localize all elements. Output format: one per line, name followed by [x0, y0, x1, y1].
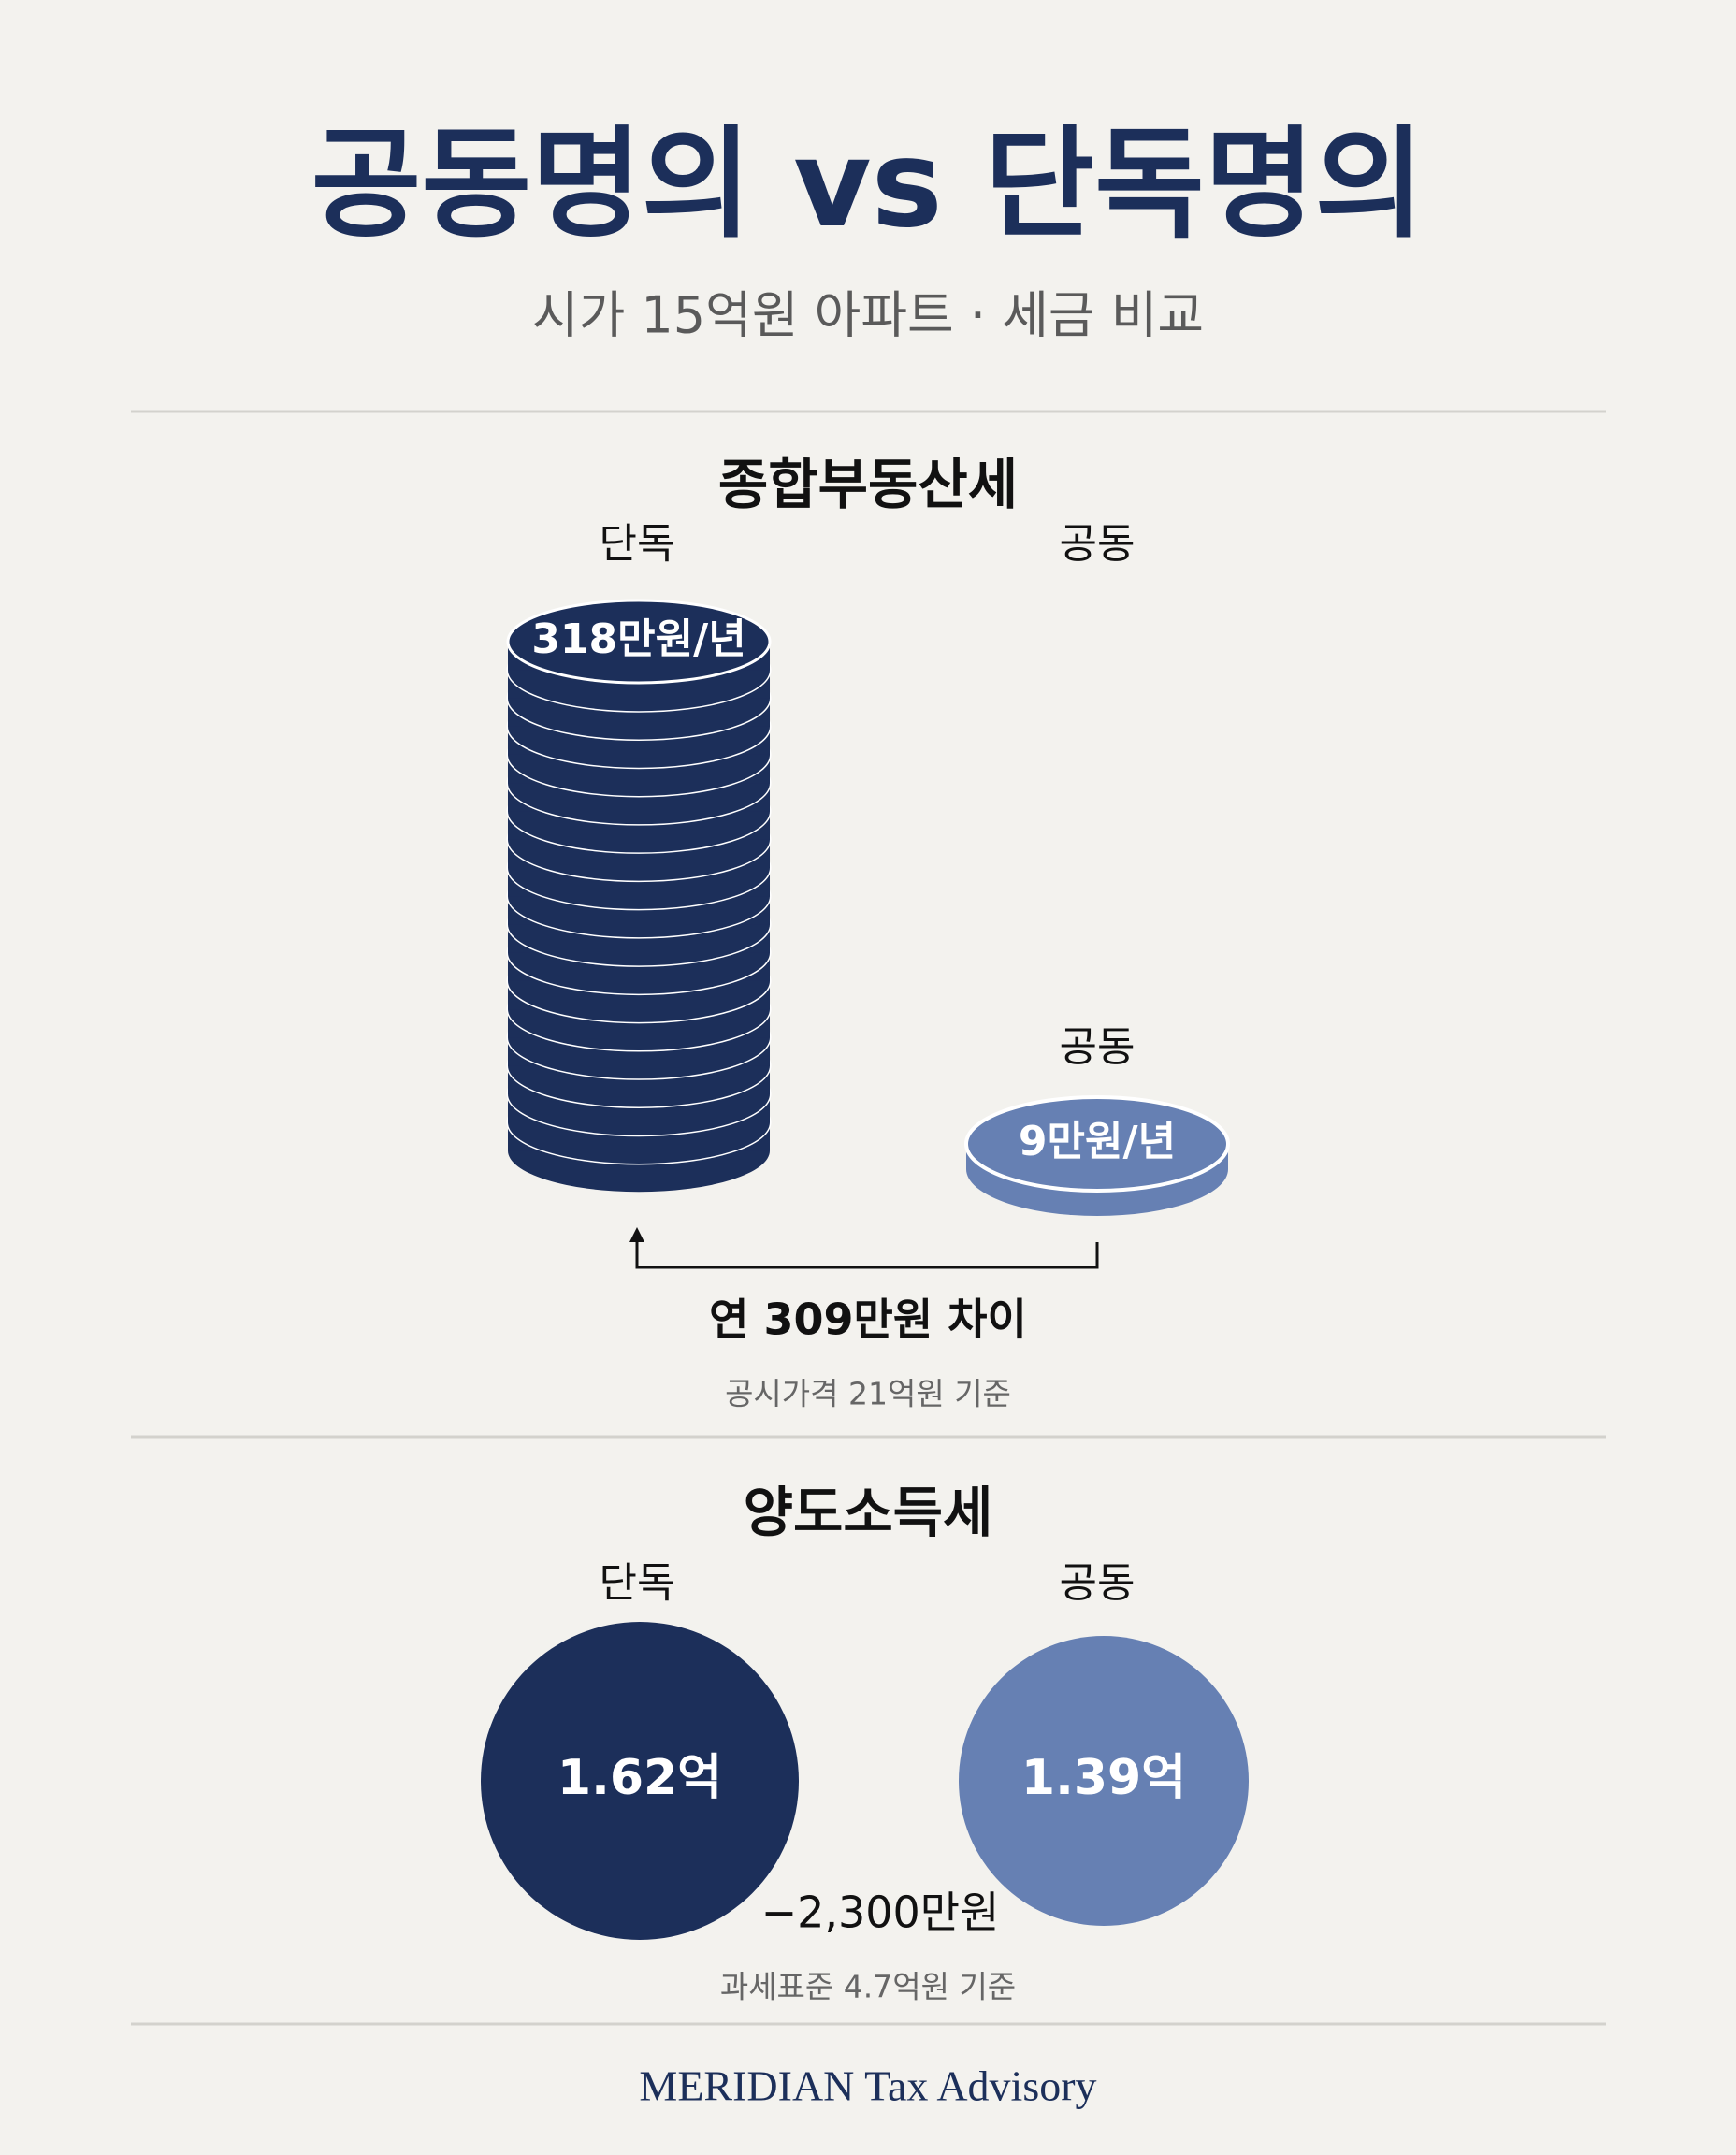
title: 공동명의 vs 단독명의 — [311, 115, 1425, 254]
note: 과세표준 4.7억원 기준 — [720, 1969, 1016, 2005]
arrowhead — [629, 1227, 644, 1242]
coin-top — [506, 599, 772, 685]
value-label: 1.39억 — [1021, 1750, 1186, 1806]
value-label: 9만원/년 — [1019, 1118, 1176, 1165]
coin — [964, 1095, 1230, 1216]
difference-bracket — [635, 1239, 1099, 1269]
column-label: 단독 — [600, 520, 675, 568]
joint-circle — [959, 1636, 1249, 1926]
coin-label: 공동 — [1060, 1023, 1136, 1071]
value-label: 1.62억 — [557, 1750, 722, 1806]
subtitle: 시가 15억원 아파트 · 세금 비교 — [532, 286, 1204, 345]
column-label: 공동 — [1060, 520, 1136, 568]
section-title: 양도소득세 — [744, 1481, 993, 1544]
footer-brand: MERIDIAN Tax Advisory — [639, 2062, 1096, 2110]
sole-circle — [481, 1622, 799, 1940]
coin-stack — [506, 599, 772, 1193]
column-label: 공동 — [1060, 1559, 1136, 1607]
value-label: 318만원/년 — [531, 615, 745, 663]
column-label: 단독 — [600, 1559, 675, 1607]
note: 공시가격 21억원 기준 — [725, 1376, 1011, 1412]
section-title: 종합부동산세 — [718, 453, 1018, 516]
difference-label: 연 309만원 차이 — [709, 1294, 1027, 1345]
coin-top — [964, 1095, 1230, 1193]
difference-label: −2,300만원 — [761, 1887, 1000, 1938]
